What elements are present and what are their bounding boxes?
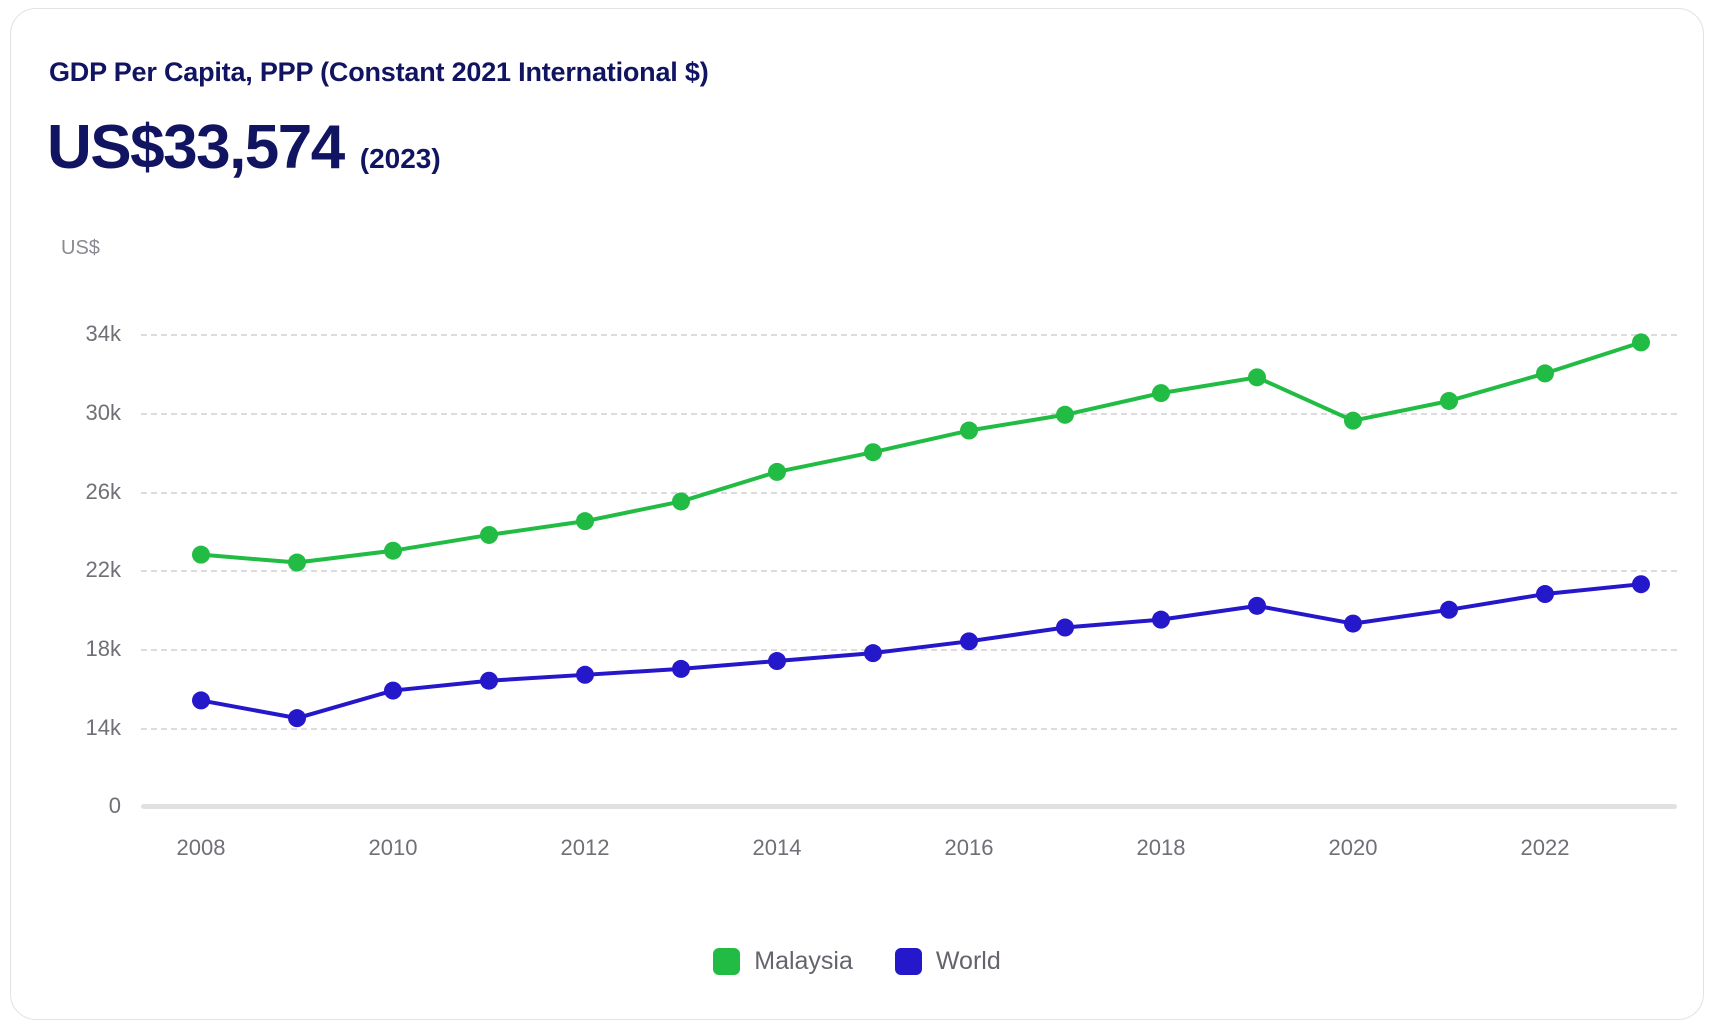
headline-year: (2023) [359,143,441,174]
legend-label: Malaysia [754,947,853,975]
chart-legend: Malaysia World [11,947,1703,976]
gridline [141,412,1677,415]
axis-baseline [141,804,1677,809]
data-point[interactable] [1536,585,1554,604]
legend-label: World [935,947,1001,975]
data-point[interactable] [384,681,402,700]
data-point[interactable] [1056,618,1074,637]
data-point[interactable] [960,421,978,440]
chart-plot-area: 0 14k 18k 22k 26k 30k 34k 2008 2010 2012 2014 2016… [11,9,1703,1019]
data-point[interactable] [384,541,402,560]
gridline [141,570,1677,573]
gridline [141,649,1677,652]
data-point[interactable] [768,462,786,481]
data-point[interactable] [288,709,306,728]
data-point[interactable] [192,691,210,710]
chart-card: GDP Per Capita, PPP (Constant 2021 Inter… [10,8,1704,1020]
data-point[interactable] [1248,596,1266,615]
data-point[interactable] [768,652,786,671]
x-axis-tick-label: 2012 [560,835,610,860]
data-point[interactable] [192,545,210,564]
data-point[interactable] [1632,333,1650,352]
gridline [141,334,1677,336]
gridline [141,728,1677,730]
data-point[interactable] [576,512,594,531]
legend-item-world[interactable]: World [894,947,1001,976]
data-point[interactable] [1248,368,1266,387]
y-axis-tick-label: 26k [85,478,121,504]
x-axis-tick-label: 2022 [1520,835,1570,860]
y-axis-tick-label: 14k [85,715,121,740]
data-point[interactable] [960,632,978,651]
gridline [141,491,1677,494]
data-point[interactable] [1440,391,1458,410]
legend-item-malaysia[interactable]: Malaysia [713,947,853,976]
y-axis-tick-label: 34k [85,321,121,346]
x-axis-tick-label: 2020 [1328,835,1378,860]
data-point[interactable] [1344,614,1362,633]
data-point[interactable] [864,443,882,462]
data-point[interactable] [672,659,690,678]
data-point[interactable] [288,553,306,572]
data-point[interactable] [576,665,594,684]
headline-value-row: US$33,574 (2023) [47,117,441,179]
data-point[interactable] [1152,610,1170,629]
y-axis-tick-label: 30k [85,399,121,425]
x-axis-tick-label: 2008 [176,835,226,860]
series-layer [192,333,1650,728]
x-axis-tick-label: 2018 [1136,835,1186,860]
data-point[interactable] [1536,364,1554,383]
x-axis-tick-label: 2014 [752,835,802,860]
y-axis-tick-label: 22k [85,557,121,583]
y-axis-unit-label: US$ [61,237,100,259]
legend-swatch-icon [713,948,741,975]
legend-swatch-icon [894,948,922,975]
series-line-malaysia [199,340,1643,565]
data-point[interactable] [480,525,498,544]
x-axis-tick-label: 2010 [368,835,418,860]
data-point[interactable] [864,644,882,663]
y-axis-tick-label: 18k [85,636,121,662]
data-point[interactable] [480,671,498,690]
y-axis-tick-label: 0 [108,793,121,818]
data-point[interactable] [672,492,690,511]
page-title: GDP Per Capita, PPP (Constant 2021 Inter… [49,57,709,87]
data-point[interactable] [1632,575,1650,594]
headline-value: US$33,574 [47,113,345,182]
data-point[interactable] [1440,600,1458,619]
data-point[interactable] [1152,384,1170,403]
x-axis-tick-label: 2016 [944,835,994,860]
